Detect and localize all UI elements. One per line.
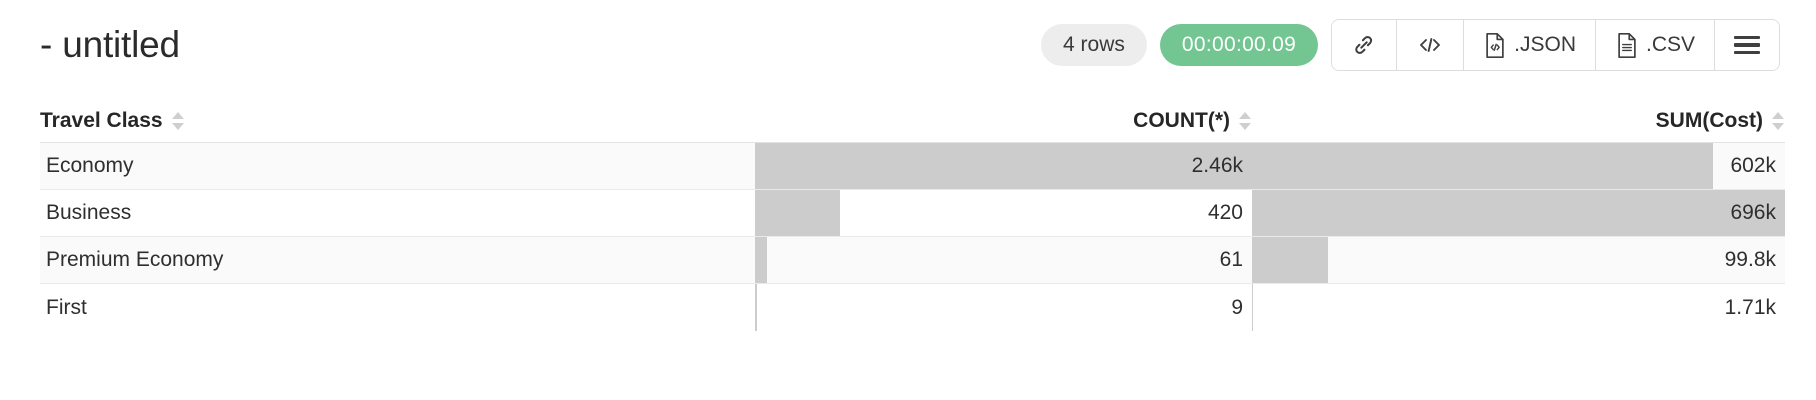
- cell-value: 696k: [1730, 201, 1776, 224]
- column-header-label: SUM(Cost): [1655, 109, 1763, 132]
- cell-sum: 1.71k: [1252, 284, 1785, 331]
- sum-bar: [1252, 237, 1329, 283]
- cell-sum: 99.8k: [1252, 237, 1785, 283]
- column-header-label: Travel Class: [40, 109, 163, 132]
- page-title: - untitled: [40, 24, 180, 65]
- table-row[interactable]: Premium Economy 61 99.8k: [40, 237, 1785, 284]
- csv-file-icon: [1615, 32, 1639, 59]
- query-duration-badge: 00:00:00.09: [1159, 24, 1319, 66]
- sum-bar: [1252, 143, 1713, 189]
- code-icon: [1416, 33, 1444, 57]
- sum-bar: [1252, 284, 1254, 331]
- cell-count: 9: [755, 284, 1252, 331]
- cell-sum: 696k: [1252, 190, 1785, 236]
- count-bar: [755, 190, 840, 236]
- column-header-count[interactable]: COUNT(*): [755, 109, 1252, 133]
- link-icon: [1351, 32, 1377, 58]
- cell-count: 2.46k: [755, 143, 1252, 189]
- cell-count: 420: [755, 190, 1252, 236]
- column-header-label: COUNT(*): [1133, 109, 1230, 132]
- results-table: Travel Class COUNT(*) SUM(Cost) Economy …: [40, 96, 1785, 331]
- cell-count: 61: [755, 237, 1252, 283]
- cell-value: 61: [1219, 248, 1243, 271]
- hamburger-icon: [1734, 36, 1760, 54]
- cell-value: 420: [1207, 201, 1243, 224]
- table-row[interactable]: First 9 1.71k: [40, 284, 1785, 331]
- cell-value: 9: [1231, 295, 1243, 319]
- cell-travel-class: Economy: [46, 154, 134, 177]
- cell-value: 99.8k: [1724, 248, 1776, 271]
- sort-icon[interactable]: [171, 111, 185, 131]
- results-header: - untitled 4 rows 00:00:00.09: [0, 0, 1816, 90]
- column-header-sum-cost[interactable]: SUM(Cost): [1252, 109, 1785, 133]
- cell-value: 1.71k: [1724, 295, 1776, 319]
- column-header-travel-class[interactable]: Travel Class: [40, 109, 755, 133]
- row-count-badge: 4 rows: [1041, 24, 1147, 66]
- cell-travel-class: Business: [46, 201, 132, 224]
- sort-icon[interactable]: [1772, 111, 1785, 131]
- link-button[interactable]: [1332, 20, 1398, 70]
- cell-travel-class: First: [46, 295, 87, 319]
- table-header-row: Travel Class COUNT(*) SUM(Cost): [40, 96, 1785, 142]
- menu-button[interactable]: [1715, 20, 1779, 70]
- action-button-group: .JSON .CSV: [1331, 19, 1780, 71]
- cell-value: 602k: [1730, 154, 1776, 177]
- export-json-button[interactable]: .JSON: [1464, 20, 1596, 70]
- sum-bar: [1252, 190, 1785, 236]
- sort-icon[interactable]: [1239, 111, 1252, 131]
- export-csv-button[interactable]: .CSV: [1595, 20, 1715, 70]
- count-bar: [755, 237, 768, 283]
- cell-sum: 602k: [1252, 143, 1785, 189]
- table-row[interactable]: Economy 2.46k 602k: [40, 143, 1785, 190]
- cell-travel-class: Premium Economy: [46, 248, 224, 271]
- count-bar: [755, 143, 1252, 189]
- cell-value: 2.46k: [1191, 154, 1243, 177]
- export-json-label: .JSON: [1514, 33, 1576, 56]
- table-row[interactable]: Business 420 696k: [40, 190, 1785, 237]
- table-body: Economy 2.46k 602k Business 420: [40, 142, 1785, 331]
- count-bar: [755, 284, 757, 331]
- embed-code-button[interactable]: [1397, 20, 1465, 70]
- json-file-icon: [1483, 32, 1507, 59]
- export-csv-label: .CSV: [1645, 33, 1695, 56]
- header-toolbar: 4 rows 00:00:00.09: [1041, 19, 1780, 71]
